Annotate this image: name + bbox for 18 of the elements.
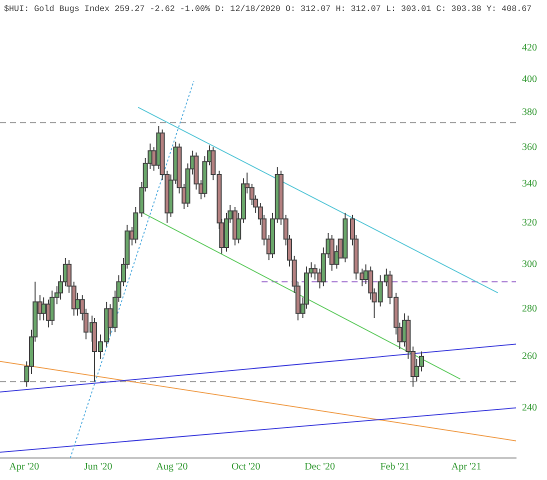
x-tick-label: Jun '20 bbox=[84, 462, 112, 473]
x-tick-label: Dec '20 bbox=[304, 462, 335, 473]
y-tick-label: 280 bbox=[522, 303, 537, 314]
y-tick-label: 320 bbox=[522, 217, 537, 228]
x-tick-label: Aug '20 bbox=[156, 462, 188, 473]
x-tick-label: Oct '20 bbox=[232, 462, 260, 473]
x-tick-label: Apr '21 bbox=[451, 462, 482, 473]
x-tick-label: Feb '21 bbox=[380, 462, 410, 473]
chart-title: $HUI: Gold Bugs Index 259.27 -2.62 -1.00% D: 12/18/2020 O: 312.07 H: 312.07 L: 303.01 C: 303.38 Y: 408.67 bbox=[4, 4, 532, 14]
y-tick-label: 260 bbox=[522, 351, 537, 362]
y-tick-label: 380 bbox=[522, 106, 537, 118]
y-tick-label: 400 bbox=[522, 74, 537, 85]
y-tick-label: 300 bbox=[522, 258, 537, 270]
y-tick-label: 420 bbox=[522, 42, 537, 54]
y-tick-label: 360 bbox=[522, 142, 537, 153]
x-tick-label: Apr '20 bbox=[9, 462, 40, 473]
y-tick-label: 340 bbox=[522, 178, 537, 190]
y-tick-label: 240 bbox=[522, 402, 537, 414]
